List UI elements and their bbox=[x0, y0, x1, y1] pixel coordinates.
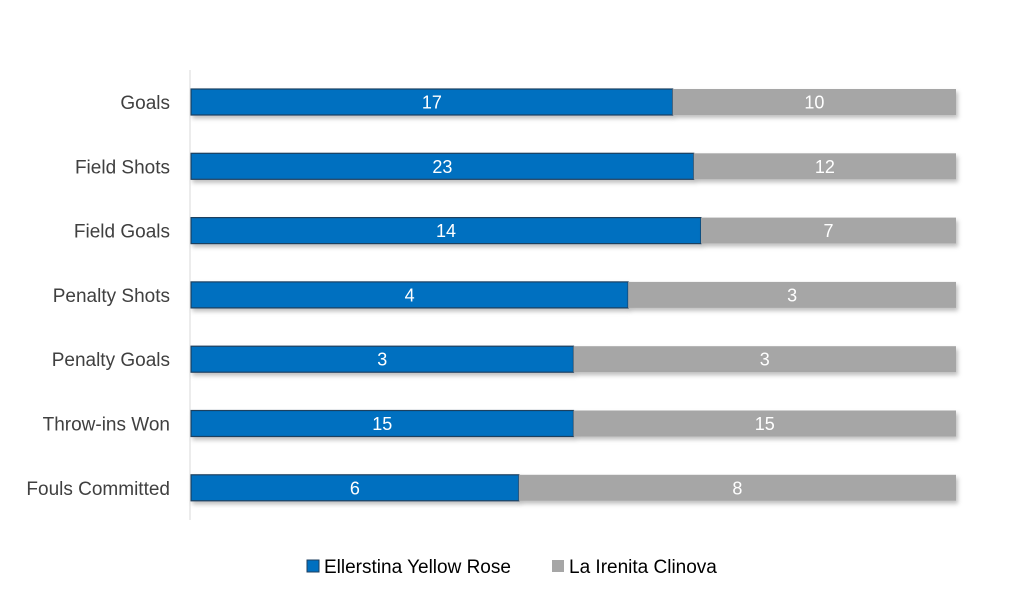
data-label: 23 bbox=[432, 157, 452, 177]
data-label: 15 bbox=[372, 414, 392, 434]
data-label: 8 bbox=[732, 478, 742, 498]
bar-series-2 bbox=[573, 410, 956, 437]
bar-series-2 bbox=[672, 89, 956, 115]
category-label: Field Shots bbox=[75, 157, 170, 178]
data-label: 12 bbox=[815, 157, 835, 177]
category-labels: Goals Field Shots Field Goals Penalty Shots… bbox=[26, 93, 170, 500]
bar-series-2 bbox=[518, 474, 956, 501]
data-label: 6 bbox=[350, 478, 360, 498]
data-label: 10 bbox=[804, 93, 824, 113]
data-label: 17 bbox=[422, 93, 442, 113]
category-label: Field Goals bbox=[74, 222, 170, 243]
bar-series-2 bbox=[628, 281, 956, 308]
data-label: 3 bbox=[377, 350, 387, 370]
bar-series-1 bbox=[190, 152, 695, 180]
plot-area: 17 10 23 12 14 7 4 3 3 3 15 15 6 8 bbox=[190, 88, 956, 502]
bar-series-1 bbox=[190, 88, 674, 116]
category-label: Goals bbox=[120, 93, 170, 114]
category-label: Penalty Goals bbox=[52, 350, 170, 371]
bar-series-2 bbox=[701, 217, 956, 244]
bar-series-1 bbox=[190, 345, 575, 373]
legend-swatch bbox=[552, 560, 564, 572]
category-label: Penalty Shots bbox=[53, 286, 170, 307]
category-label: Throw-ins Won bbox=[43, 415, 170, 436]
bar-series-2 bbox=[573, 346, 956, 373]
data-label: 3 bbox=[787, 285, 797, 305]
data-label: 4 bbox=[405, 285, 415, 305]
legend-label: Ellerstina Yellow Rose bbox=[324, 557, 511, 578]
bar-series-1 bbox=[190, 409, 575, 438]
bar-series-2 bbox=[693, 153, 956, 180]
bar-series-1 bbox=[190, 281, 629, 309]
data-label: 15 bbox=[755, 414, 775, 434]
legend: Ellerstina Yellow Rose La Irenita Clinova bbox=[306, 557, 717, 578]
data-label: 14 bbox=[436, 221, 456, 241]
category-label: Fouls Committed bbox=[26, 479, 170, 500]
legend-label: La Irenita Clinova bbox=[569, 557, 717, 578]
legend-swatch bbox=[306, 559, 320, 573]
data-label: 7 bbox=[823, 221, 833, 241]
data-label: 3 bbox=[760, 350, 770, 370]
